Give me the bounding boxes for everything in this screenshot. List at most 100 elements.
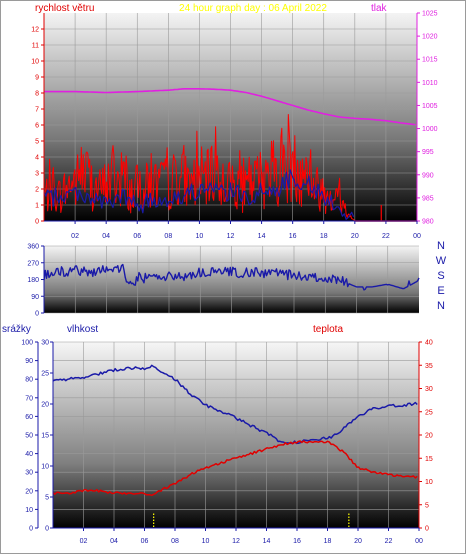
wind-tick-label: 5 (35, 139, 39, 146)
pressure-tick-label: 1005 (422, 103, 438, 110)
pressure-tick-label: 1020 (422, 34, 438, 41)
rain-tick-label: 70 (25, 395, 33, 402)
pressure-tick-label: 980 (422, 219, 434, 226)
humidity-tick-label: 0 (45, 526, 49, 533)
temperature-tick-label: 35 (425, 363, 433, 370)
x-tick-label: 16 (293, 538, 301, 545)
temperature-tick-label: 30 (425, 386, 433, 393)
rain-tick-label: 0 (29, 526, 33, 533)
temperature-axis-label: teplota (313, 324, 343, 335)
x-tick-label: 12 (232, 538, 240, 545)
humidity-axes: 0102030405060708090100051015202530051015… (21, 340, 433, 546)
temperature-tick-label: 10 (425, 479, 433, 486)
rain-humidity-temperature-chart: 0102030405060708090100051015202530051015… (2, 324, 433, 545)
gust-speed-line (43, 114, 355, 221)
x-tick-label: 02 (80, 538, 88, 545)
wind-tick-label: 2 (35, 187, 39, 194)
wind-tick-label: 1 (35, 203, 39, 210)
wind-tick-label: 7 (35, 107, 39, 114)
compass-e-label: E (437, 285, 444, 297)
x-tick-label: 14 (263, 538, 271, 545)
x-tick-label: 14 (258, 233, 266, 240)
x-tick-label: 12 (227, 233, 235, 240)
pressure-tick-label: 1025 (422, 11, 438, 18)
x-tick-label: 16 (289, 233, 297, 240)
humidity-tick-label: 20 (41, 402, 49, 409)
average-wind-line (43, 169, 355, 220)
wind-tick-label: 0 (35, 219, 39, 226)
x-tick-label: 04 (110, 538, 118, 545)
x-tick-label: 22 (385, 538, 393, 545)
x-tick-label: 10 (196, 233, 204, 240)
wind-tick-label: 3 (35, 171, 39, 178)
humidity-tick-label: 5 (45, 495, 49, 502)
temperature-tick-label: 25 (425, 409, 433, 416)
rain-tick-label: 20 (25, 488, 33, 495)
direction-data (43, 263, 420, 291)
x-tick-label: 06 (141, 538, 149, 545)
humidity-axis-label: vlhkost (67, 324, 98, 335)
wind-tick-label: 8 (35, 91, 39, 98)
rain-tick-label: 100 (21, 340, 33, 347)
x-tick-label: 04 (102, 233, 110, 240)
wind-tick-label: 12 (31, 27, 39, 34)
direction-tick-label: 0 (35, 311, 39, 318)
wind-speed-axis-label: rychlost větru (35, 3, 94, 14)
compass-n-label: N (437, 240, 445, 252)
temperature-tick-label: 20 (425, 433, 433, 440)
humidity-tick-label: 30 (41, 340, 49, 347)
rain-tick-label: 80 (25, 377, 33, 384)
x-tick-label: 08 (171, 538, 179, 545)
humidity-tick-label: 10 (41, 464, 49, 471)
wind-tick-label: 4 (35, 155, 39, 162)
direction-tick-label: 360 (27, 244, 39, 251)
x-tick-label: 00 (413, 233, 421, 240)
rain-tick-label: 90 (25, 358, 33, 365)
x-tick-label: 08 (164, 233, 172, 240)
x-tick-label: 10 (202, 538, 210, 545)
humidity-tick-label: 25 (41, 371, 49, 378)
pressure-line (44, 88, 416, 126)
rain-tick-label: 50 (25, 433, 33, 440)
pressure-axis-label: tlak (371, 3, 388, 14)
wind-tick-label: 6 (35, 123, 39, 130)
direction-grid (44, 245, 419, 314)
wind-tick-label: 11 (32, 43, 39, 50)
compass-w-label: W (436, 255, 447, 267)
wind-pressure-chart: 0123456789101112980985990995100010051010… (31, 3, 437, 240)
temperature-line (52, 440, 418, 497)
rain-tick-label: 60 (25, 414, 33, 421)
rain-tick-label: 10 (25, 507, 33, 514)
x-tick-label: 02 (71, 233, 79, 240)
rain-tick-label: 30 (25, 470, 33, 477)
pressure-tick-label: 995 (422, 149, 434, 156)
pressure-tick-label: 985 (422, 195, 434, 202)
direction-tick-label: 180 (27, 277, 39, 284)
x-tick-label: 00 (415, 538, 423, 545)
wind-tick-label: 9 (35, 75, 39, 82)
compass-n-label: N (437, 300, 445, 312)
rain-axis-label: srážky (2, 324, 31, 335)
chart-title: 24 hour graph day : 06 April 2022 (179, 3, 327, 14)
direction-axes: 0 90 180 270 360 (27, 244, 45, 318)
humidity-data (52, 364, 418, 527)
temperature-tick-label: 0 (425, 526, 429, 533)
x-tick-label: 20 (354, 538, 362, 545)
wind-direction-line (43, 263, 420, 291)
x-tick-label: 22 (382, 233, 390, 240)
pressure-tick-label: 1000 (422, 126, 438, 133)
humidity-line (52, 364, 418, 445)
pressure-tick-label: 990 (422, 172, 434, 179)
temperature-tick-label: 40 (425, 340, 433, 347)
pressure-tick-label: 1015 (422, 57, 438, 64)
pressure-tick-label: 1010 (422, 80, 438, 87)
x-tick-label: 06 (133, 233, 141, 240)
rain-tick-label: 40 (25, 451, 33, 458)
x-tick-label: 18 (324, 538, 332, 545)
temperature-tick-label: 15 (425, 456, 433, 463)
direction-tick-label: 270 (27, 260, 39, 267)
x-tick-label: 18 (320, 233, 328, 240)
